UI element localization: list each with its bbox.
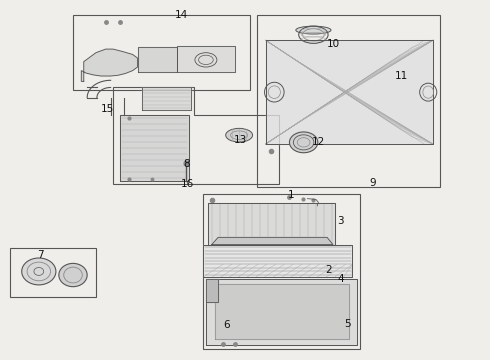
Ellipse shape [226,129,252,142]
Polygon shape [81,49,138,81]
Text: 15: 15 [100,104,114,114]
Text: 10: 10 [326,39,340,49]
Polygon shape [121,116,189,181]
Bar [73,15,250,90]
Bar [203,194,360,348]
Polygon shape [138,47,176,72]
Bar [10,248,96,297]
Bar [257,15,441,187]
Text: 14: 14 [175,10,188,20]
Text: 6: 6 [223,320,230,330]
Text: 7: 7 [37,250,44,260]
Text: 3: 3 [338,216,344,226]
Polygon shape [208,203,335,244]
Polygon shape [176,45,235,72]
Ellipse shape [59,264,87,287]
Ellipse shape [296,26,331,34]
Polygon shape [215,284,348,338]
Polygon shape [203,245,352,277]
Ellipse shape [290,132,318,153]
Text: 1: 1 [288,190,294,200]
Polygon shape [143,87,191,110]
Text: 9: 9 [369,178,376,188]
Polygon shape [206,279,218,302]
Polygon shape [206,279,357,345]
Polygon shape [212,237,333,244]
Text: 8: 8 [183,159,190,169]
Text: 13: 13 [234,135,247,145]
Text: 11: 11 [395,71,408,81]
Text: 12: 12 [312,138,325,147]
Ellipse shape [22,258,56,285]
Polygon shape [266,40,433,144]
Text: 16: 16 [181,179,194,189]
Text: 4: 4 [337,274,343,284]
Text: 5: 5 [344,319,351,329]
Text: 2: 2 [326,265,332,275]
